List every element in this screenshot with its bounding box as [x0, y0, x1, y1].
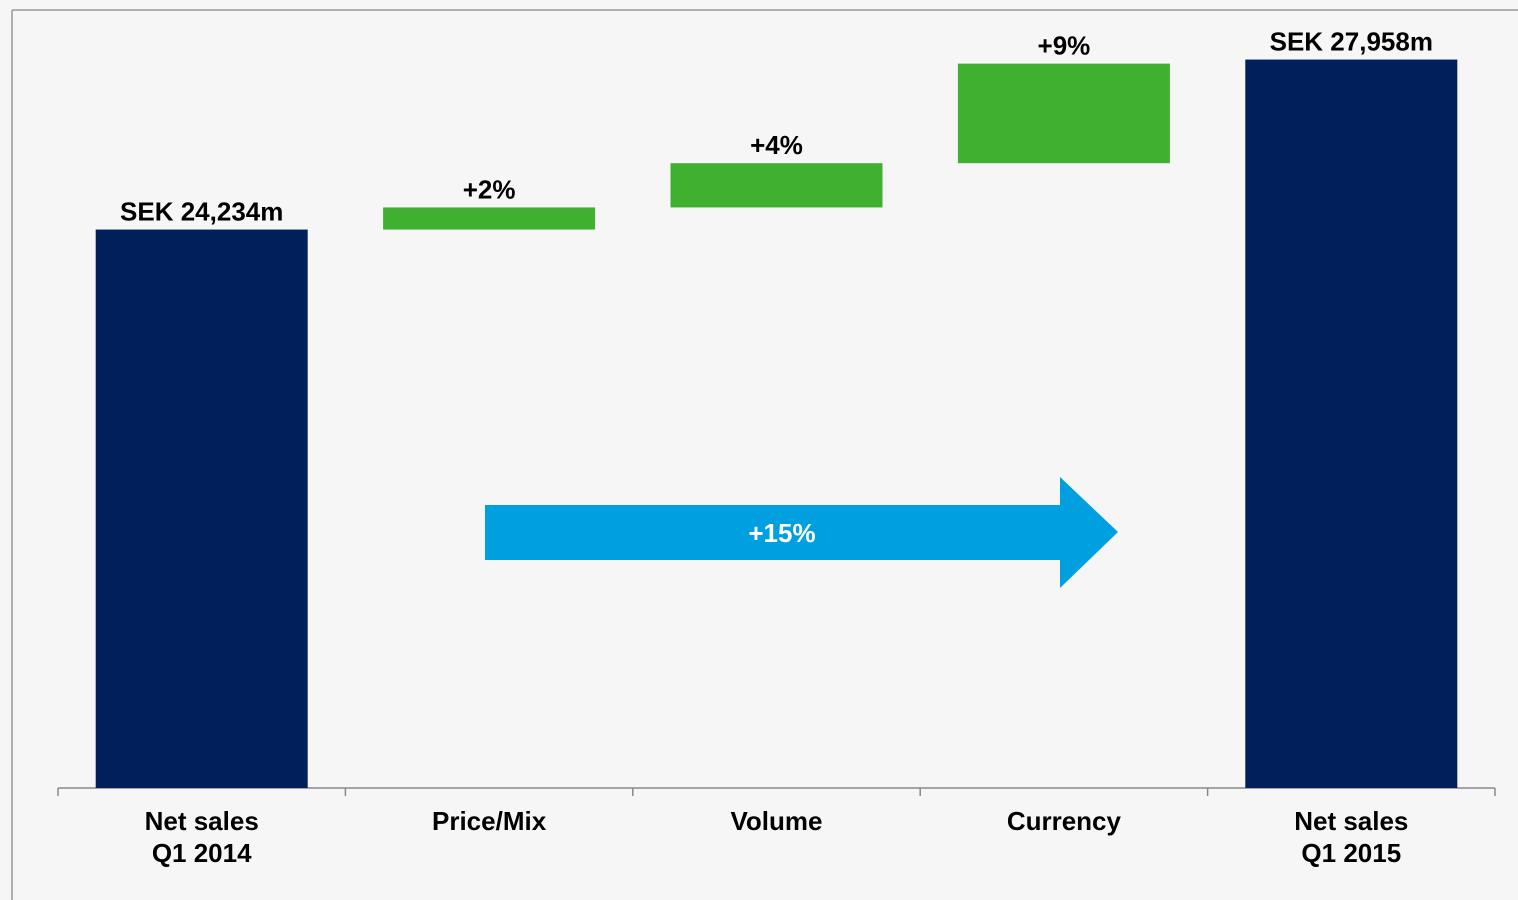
bar	[95, 229, 308, 788]
value-label: SEK 24,234m	[120, 197, 283, 227]
arrow-label: +15%	[748, 518, 815, 548]
x-tick-label: Net sales Q1 2014	[144, 806, 259, 868]
growth-arrow	[485, 477, 1118, 588]
x-tick-label: Volume	[730, 806, 823, 836]
x-tick-label: Currency	[1006, 806, 1121, 836]
x-tick-label: Net sales Q1 2015	[1294, 806, 1409, 868]
value-label: +2%	[463, 174, 516, 204]
bar	[1245, 59, 1458, 789]
value-label: +4%	[750, 130, 803, 160]
value-label: +9%	[1038, 31, 1091, 61]
bar	[383, 207, 596, 230]
value-label: SEK 27,958m	[1270, 27, 1433, 57]
bar	[670, 163, 883, 208]
x-tick-label: Price/Mix	[432, 806, 547, 836]
bar	[957, 63, 1170, 164]
